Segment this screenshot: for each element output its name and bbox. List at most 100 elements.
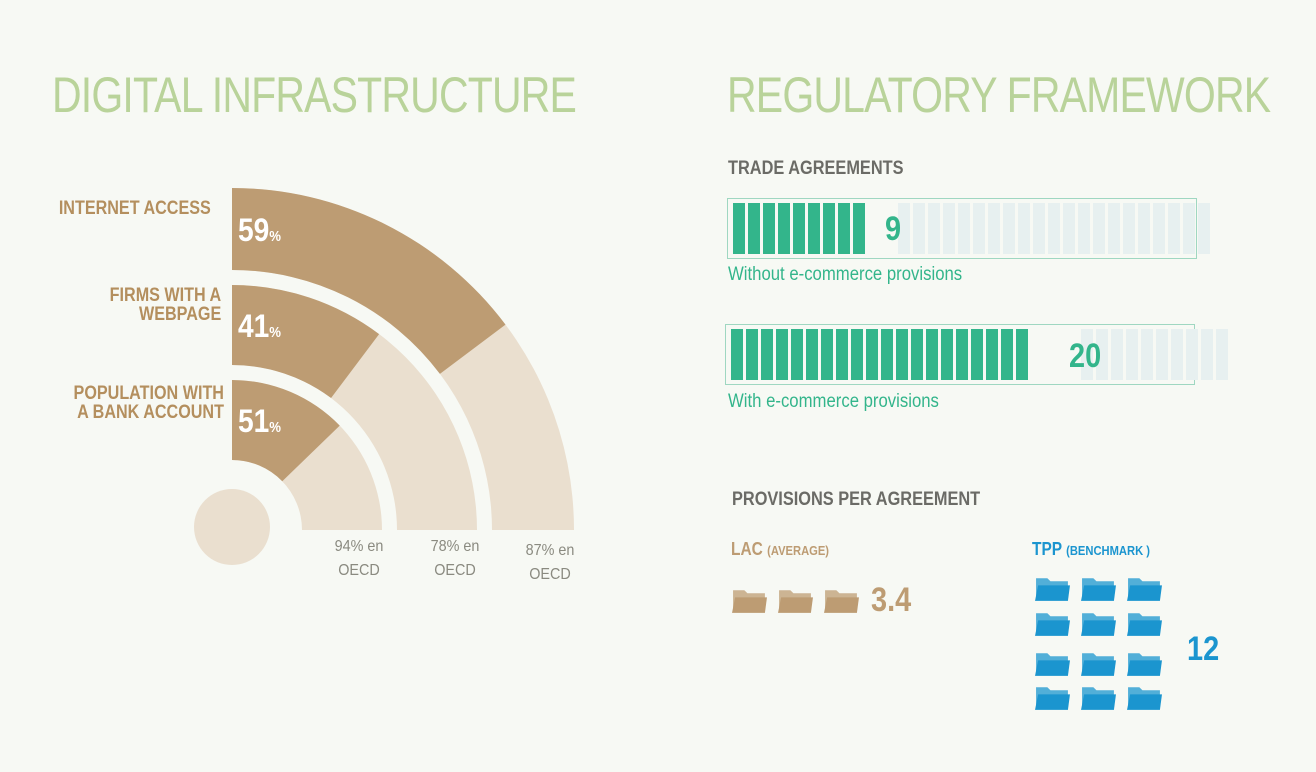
folder-icon xyxy=(732,590,767,613)
empty-segment xyxy=(1108,203,1120,254)
filled-segment xyxy=(761,329,773,380)
category-label-line: WEBPAGE xyxy=(138,304,221,325)
filled-segment xyxy=(853,203,865,254)
filled-segment xyxy=(821,329,833,380)
filled-segment xyxy=(791,329,803,380)
folder-icon xyxy=(1081,613,1116,636)
empty-segment xyxy=(1156,329,1168,380)
digital-infrastructure-title: DIGITAL INFRASTRUCTURE xyxy=(52,67,577,123)
empty-segment xyxy=(1141,329,1153,380)
ring-value-3 xyxy=(232,380,340,482)
folder-icon xyxy=(1081,687,1116,710)
oecd-note-2: 78% en OECD xyxy=(430,538,480,579)
filled-segment xyxy=(746,329,758,380)
folder-icon xyxy=(1035,653,1070,676)
filled-segment xyxy=(896,329,908,380)
folder-icon xyxy=(1081,578,1116,601)
empty-segment xyxy=(1168,203,1180,254)
trade-bar-value-1: 9 xyxy=(885,210,902,248)
filled-segment xyxy=(1001,329,1013,380)
filled-segment xyxy=(823,203,835,254)
filled-segment xyxy=(1016,329,1028,380)
empty-segment xyxy=(1063,203,1075,254)
folder-icon xyxy=(1035,687,1070,710)
ring-value-label-3: 51% xyxy=(238,404,281,439)
filled-segment xyxy=(971,329,983,380)
filled-segment xyxy=(808,203,820,254)
folder-icon xyxy=(1127,687,1162,710)
tpp-value: 12 xyxy=(1187,630,1220,668)
trade-agreements-label: TRADE AGREEMENTS xyxy=(728,158,904,179)
trade-bar-value-2: 20 xyxy=(1069,337,1102,375)
category-label-3: POPULATION WITH A BANK ACCOUNT xyxy=(74,384,224,422)
folder-icon xyxy=(1081,653,1116,676)
empty-segment xyxy=(1111,329,1123,380)
category-label-2: FIRMS WITH A WEBPAGE xyxy=(109,286,221,324)
filled-segment xyxy=(911,329,923,380)
empty-segment xyxy=(958,203,970,254)
category-label-line: FIRMS WITH A xyxy=(109,285,221,306)
filled-segment xyxy=(763,203,775,254)
filled-segment xyxy=(866,329,878,380)
empty-segment xyxy=(1216,329,1228,380)
empty-segment xyxy=(1033,203,1045,254)
filled-segment xyxy=(748,203,760,254)
trade-bar-segments xyxy=(731,329,1228,380)
empty-segment xyxy=(1018,203,1030,254)
radial-chart: 59% 41% 51% xyxy=(194,188,574,565)
category-label-line: INTERNET ACCESS xyxy=(59,198,211,219)
trade-bar-caption-2: With e-commerce provisions xyxy=(728,391,939,412)
empty-segment xyxy=(898,203,910,254)
filled-segment xyxy=(986,329,998,380)
filled-segment xyxy=(778,203,790,254)
ring-value-1 xyxy=(232,188,506,374)
filled-segment xyxy=(733,203,745,254)
filled-segment xyxy=(836,329,848,380)
filled-segment xyxy=(838,203,850,254)
empty-segment xyxy=(1198,203,1210,254)
filled-segment xyxy=(851,329,863,380)
trade-bar-segments xyxy=(733,203,1210,254)
empty-segment xyxy=(1078,203,1090,254)
oecd-note-1: 87% en OECD xyxy=(525,542,575,583)
empty-segment xyxy=(943,203,955,254)
empty-segment xyxy=(1201,329,1213,380)
lac-label: LAC (AVERAGE) xyxy=(731,539,830,559)
empty-segment xyxy=(1171,329,1183,380)
oecd-note-3: 94% en OECD xyxy=(334,538,384,579)
empty-segment xyxy=(973,203,985,254)
folder-icon xyxy=(1035,613,1070,636)
trade-bar-caption-1: Without e-commerce provisions xyxy=(728,264,963,285)
empty-segment xyxy=(913,203,925,254)
empty-segment xyxy=(1183,203,1195,254)
empty-segment xyxy=(1186,329,1198,380)
tpp-label: TPP (BENCHMARK ) xyxy=(1032,539,1150,559)
empty-segment xyxy=(1093,203,1105,254)
empty-segment xyxy=(1138,203,1150,254)
empty-segment xyxy=(988,203,1000,254)
folder-icon xyxy=(1035,578,1070,601)
empty-segment xyxy=(1096,329,1108,380)
filled-segment xyxy=(956,329,968,380)
folder-icon xyxy=(1127,613,1162,636)
ring-value-label-2: 41% xyxy=(238,309,281,344)
folder-icon xyxy=(1127,653,1162,676)
empty-segment xyxy=(928,203,940,254)
category-label-line: A BANK ACCOUNT xyxy=(77,402,224,423)
filled-segment xyxy=(793,203,805,254)
filled-segment xyxy=(731,329,743,380)
filled-segment xyxy=(926,329,938,380)
regulatory-framework-title: REGULATORY FRAMEWORK xyxy=(727,67,1271,123)
folder-icon xyxy=(824,590,859,613)
folder-icon xyxy=(1127,578,1162,601)
filled-segment xyxy=(776,329,788,380)
ring-value-2 xyxy=(232,285,380,399)
filled-segment xyxy=(806,329,818,380)
empty-segment xyxy=(1126,329,1138,380)
trade-bar-1 xyxy=(727,198,1210,259)
category-label-1: INTERNET ACCESS xyxy=(59,199,211,218)
folder-icon xyxy=(778,590,813,613)
ring-value-label-1: 59% xyxy=(238,213,281,248)
trade-bar-2 xyxy=(725,324,1228,385)
provisions-per-agreement-label: PROVISIONS PER AGREEMENT xyxy=(732,489,981,510)
